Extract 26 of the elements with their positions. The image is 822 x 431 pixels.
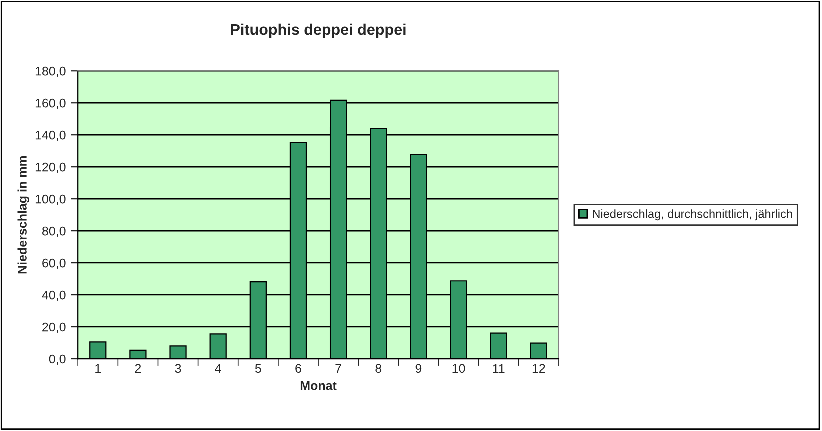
y-axis-title: Niederschlag in mm: [18, 156, 30, 274]
y-tick-label: 100,0: [36, 194, 66, 206]
legend-label: Niederschlag, durchschnittlich, jährlich: [593, 210, 792, 221]
x-tick-label: 5: [255, 364, 262, 374]
y-tick-label: 160,0: [36, 98, 66, 110]
y-tick-label: 0,0: [49, 354, 66, 366]
x-tick-label: 8: [376, 364, 382, 374]
x-tick-label: 12: [532, 364, 546, 373]
y-tick-label: 40,0: [42, 290, 66, 302]
y-tick-label: 180,0: [36, 66, 66, 78]
y-tick-label: 120,0: [36, 162, 66, 174]
x-axis-title: Monat: [300, 382, 337, 390]
y-tick-label: 60,0: [42, 258, 66, 270]
x-tick-label: 7: [336, 364, 342, 373]
y-tick-label: 80,0: [42, 226, 66, 238]
x-tick-label: 11: [493, 364, 505, 373]
x-tick-label: 1: [96, 364, 101, 373]
x-tick-label: 4: [215, 364, 222, 373]
y-tick-label: 20,0: [42, 322, 66, 334]
x-tick-label: 2: [135, 364, 142, 373]
x-tick-label: 10: [452, 364, 466, 374]
chart-title: Pituophis deppei deppei: [231, 24, 406, 38]
x-tick-label: 3: [175, 364, 182, 374]
x-tick-label: 6: [296, 364, 302, 374]
y-tick-label: 140,0: [36, 130, 66, 142]
x-tick-label: 9: [416, 364, 422, 374]
